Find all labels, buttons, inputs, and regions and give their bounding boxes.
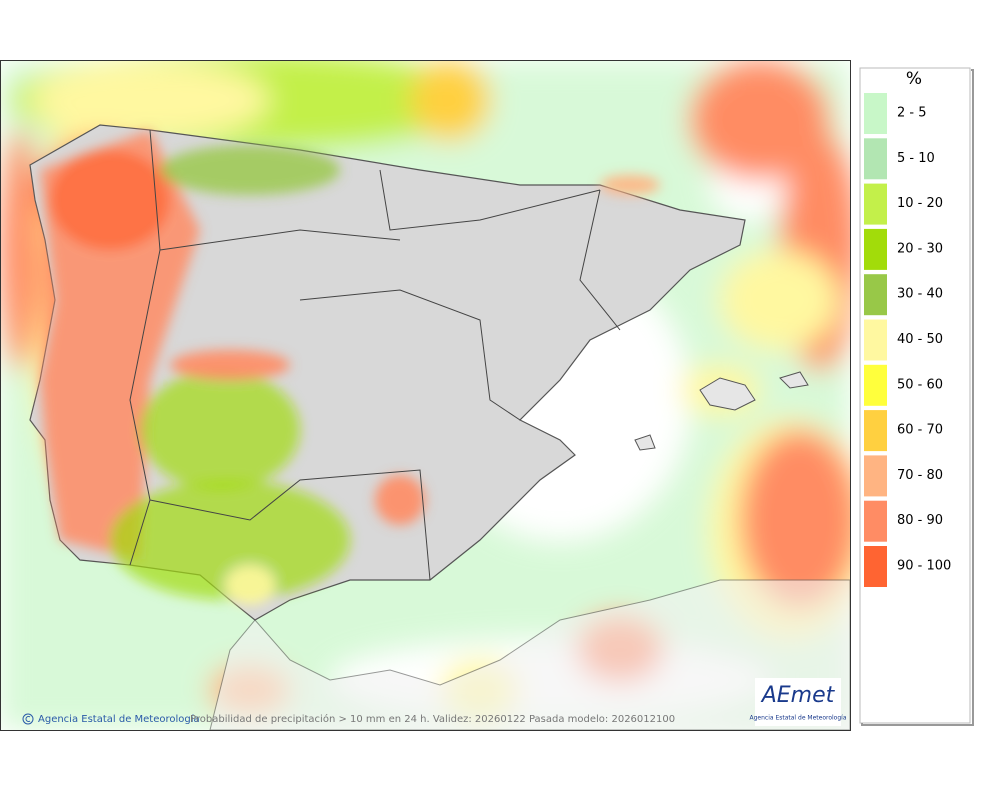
legend-swatch [864,183,887,225]
copyright-icon-c [25,716,31,722]
legend-label: 70 - 80 [897,468,943,483]
legend-label: 40 - 50 [897,332,943,347]
logo: AEmet [760,683,836,708]
map-frame [0,60,851,731]
legend-label: 30 - 40 [897,287,943,302]
north-africa [209,579,850,730]
land-probability [40,130,660,605]
logo-subtitle: Agencia Estatal de Meteorología [750,715,847,722]
regional-borders [129,129,621,581]
legend-label: 60 - 70 [897,423,943,438]
legend-swatch [864,93,887,134]
legend: 2 - 5 5 - 10 10 - 20 20 - 30 30 - 40 40 - 50 5… [864,93,951,587]
caption: Probabilidad de precipitación > 10 mm en… [190,713,675,725]
legend-swatch [864,138,887,180]
legend-label: 5 - 10 [897,151,935,166]
legend-swatch [864,228,887,270]
legend-swatch [864,546,887,587]
legend-swatch [864,455,887,497]
legend-label: 80 - 90 [897,513,943,528]
legend-swatch [864,274,887,316]
copyright-icon [22,713,34,725]
legend-label: 20 - 30 [897,241,943,256]
legend-label: 50 - 60 [897,377,943,392]
legend-label: 2 - 5 [897,106,927,121]
legend-label: 90 - 100 [897,559,951,574]
legend-swatch [864,319,887,361]
legend-label: 10 - 20 [897,196,943,211]
map [1,60,850,730]
logo-box [755,678,841,726]
legend-shadow [861,69,974,726]
legend-swatch [864,500,887,542]
credit: Agencia Estatal de Meteorología [38,713,200,725]
legend-swatch [864,364,887,406]
balearic-islands [634,371,809,451]
legend-swatch [864,410,887,452]
legend-title: % [906,69,922,89]
